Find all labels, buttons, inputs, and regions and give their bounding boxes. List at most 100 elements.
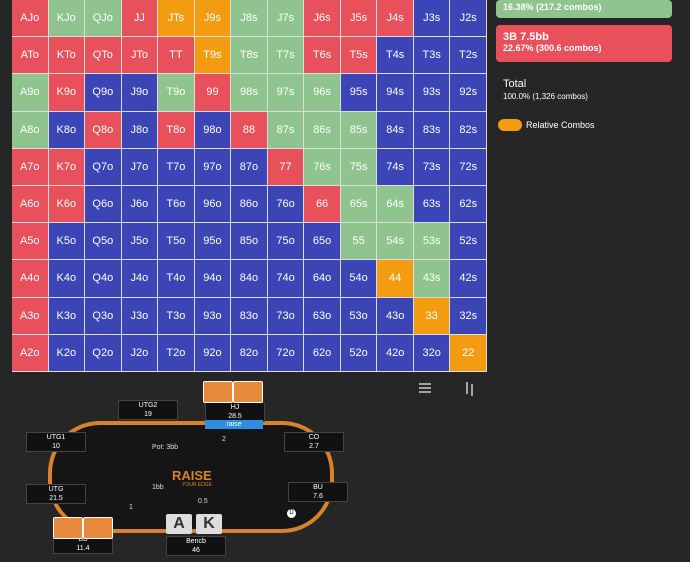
hand-cell[interactable]: J2s	[450, 0, 487, 38]
hand-cell[interactable]: 93s	[413, 74, 451, 112]
list-icon[interactable]	[419, 383, 431, 393]
hand-cell[interactable]: 97o	[194, 148, 232, 186]
hand-cell[interactable]: KJo	[48, 0, 86, 38]
hand-cell[interactable]: 82s	[450, 111, 487, 149]
hand-cell[interactable]: T7o	[158, 148, 195, 186]
action-fold[interactable]: 16.38% (217.2 combos)	[496, 0, 672, 18]
hand-cell[interactable]: 74o	[267, 260, 305, 298]
hand-cell[interactable]: 99	[194, 74, 232, 112]
hand-cell[interactable]: Q9o	[85, 74, 122, 112]
hand-cell[interactable]: 83o	[231, 297, 268, 335]
hand-cell[interactable]: T4s	[377, 37, 414, 75]
hand-cell[interactable]: J5o	[121, 223, 159, 261]
hand-cell[interactable]: K3o	[48, 297, 86, 335]
hand-cell[interactable]: A4o	[12, 260, 49, 298]
hand-cell[interactable]: 73o	[267, 297, 305, 335]
hand-cell[interactable]: 85s	[340, 111, 378, 149]
toggle-switch[interactable]	[498, 119, 522, 131]
hand-cell[interactable]: 33	[413, 297, 451, 335]
hand-cell[interactable]: 95s	[340, 74, 378, 112]
hand-cell[interactable]: 42o	[377, 334, 414, 372]
hand-cell[interactable]: 98o	[194, 111, 232, 149]
hand-cell[interactable]: AJo	[12, 0, 49, 38]
hand-cell[interactable]: JJ	[121, 0, 159, 38]
hand-cell[interactable]: K5o	[48, 223, 86, 261]
hand-cell[interactable]: J3s	[413, 0, 451, 38]
hand-cell[interactable]: 93o	[194, 297, 232, 335]
hand-cell[interactable]: 53s	[413, 223, 451, 261]
hand-cell[interactable]: Q7o	[85, 148, 122, 186]
action-3b[interactable]: 3B 7.5bb 22.67% (300.6 combos)	[496, 25, 672, 62]
hand-cell[interactable]: A7o	[12, 148, 49, 186]
hand-cell[interactable]: KTo	[48, 37, 86, 75]
hand-cell[interactable]: K2o	[48, 334, 86, 372]
hand-cell[interactable]: 84s	[377, 111, 414, 149]
hand-cell[interactable]: 82o	[231, 334, 268, 372]
hand-cell[interactable]: A5o	[12, 223, 49, 261]
hand-cell[interactable]: 44	[377, 260, 414, 298]
hand-cell[interactable]: J7o	[121, 148, 159, 186]
hand-cell[interactable]: J5s	[340, 0, 378, 38]
hand-cell[interactable]: 55	[340, 223, 378, 261]
hand-cell[interactable]: 96s	[304, 74, 341, 112]
hand-cell[interactable]: Q8o	[85, 111, 122, 149]
hand-cell[interactable]: Q3o	[85, 297, 122, 335]
hand-cell[interactable]: 63s	[413, 186, 451, 224]
hand-cell[interactable]: 52s	[450, 223, 487, 261]
hand-cell[interactable]: K7o	[48, 148, 86, 186]
hand-cell[interactable]: A6o	[12, 186, 49, 224]
hand-cell[interactable]: A2o	[12, 334, 49, 372]
hand-cell[interactable]: A9o	[12, 74, 49, 112]
hand-cell[interactable]: T6s	[304, 37, 341, 75]
hand-cell[interactable]: 86s	[304, 111, 341, 149]
hand-cell[interactable]: 64s	[377, 186, 414, 224]
hand-cell[interactable]: JTo	[121, 37, 159, 75]
hand-cell[interactable]: 65s	[340, 186, 378, 224]
hand-cell[interactable]: 66	[304, 186, 341, 224]
hand-cell[interactable]: TT	[158, 37, 195, 75]
hand-cell[interactable]: 95o	[194, 223, 232, 261]
hand-cell[interactable]: J2o	[121, 334, 159, 372]
hand-cell[interactable]: K8o	[48, 111, 86, 149]
hand-cell[interactable]: 32o	[413, 334, 451, 372]
hand-cell[interactable]: A3o	[12, 297, 49, 335]
hand-cell[interactable]: J6s	[304, 0, 341, 38]
hand-cell[interactable]: T8o	[158, 111, 195, 149]
hand-cell[interactable]: J9o	[121, 74, 159, 112]
hand-cell[interactable]: 76s	[304, 148, 341, 186]
hand-cell[interactable]: T9o	[158, 74, 195, 112]
hand-cell[interactable]: ATo	[12, 37, 49, 75]
hand-cell[interactable]: Q6o	[85, 186, 122, 224]
hand-cell[interactable]: J8s	[231, 0, 268, 38]
hand-cell[interactable]: 22	[450, 334, 487, 372]
hand-cell[interactable]: 87s	[267, 111, 305, 149]
hand-cell[interactable]: J7s	[267, 0, 305, 38]
hand-cell[interactable]: 92o	[194, 334, 232, 372]
hand-cell[interactable]: K9o	[48, 74, 86, 112]
hand-cell[interactable]: K6o	[48, 186, 86, 224]
hand-cell[interactable]: 54s	[377, 223, 414, 261]
hand-cell[interactable]: J8o	[121, 111, 159, 149]
hand-cell[interactable]: T3o	[158, 297, 195, 335]
hand-cell[interactable]: T7s	[267, 37, 305, 75]
hand-cell[interactable]: 72s	[450, 148, 487, 186]
hand-cell[interactable]: J4s	[377, 0, 414, 38]
hand-cell[interactable]: 85o	[231, 223, 268, 261]
hand-cell[interactable]: 94s	[377, 74, 414, 112]
hand-cell[interactable]: 72o	[267, 334, 305, 372]
hand-cell[interactable]: J9s	[194, 0, 232, 38]
hand-cell[interactable]: 94o	[194, 260, 232, 298]
hand-cell[interactable]: T2s	[450, 37, 487, 75]
hand-cell[interactable]: JTs	[158, 0, 195, 38]
sort-icon[interactable]	[466, 382, 473, 396]
hand-cell[interactable]: 62o	[304, 334, 341, 372]
hand-cell[interactable]: J3o	[121, 297, 159, 335]
hand-cell[interactable]: 76o	[267, 186, 305, 224]
hand-cell[interactable]: K4o	[48, 260, 86, 298]
hand-cell[interactable]: 88	[231, 111, 268, 149]
hand-cell[interactable]: T6o	[158, 186, 195, 224]
hand-cell[interactable]: 75o	[267, 223, 305, 261]
hand-cell[interactable]: 43s	[413, 260, 451, 298]
hand-cell[interactable]: Q5o	[85, 223, 122, 261]
hand-cell[interactable]: 43o	[377, 297, 414, 335]
